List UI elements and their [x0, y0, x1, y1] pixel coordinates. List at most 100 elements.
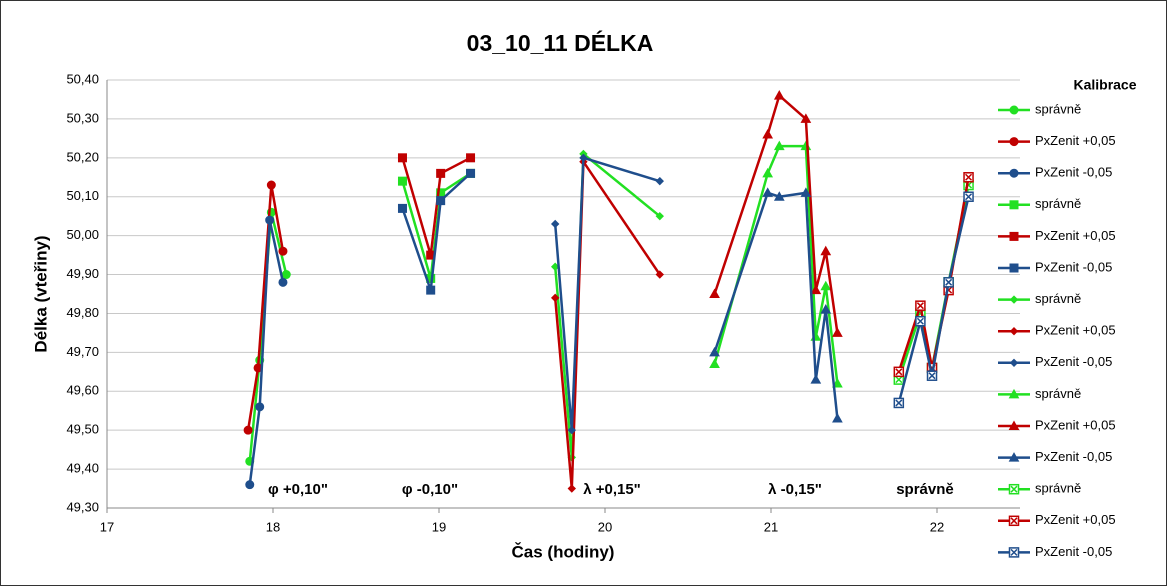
- marker-cross: [1010, 548, 1018, 556]
- legend-label: PxZenit -0,05: [1035, 544, 1112, 559]
- marker-cross: [965, 193, 973, 201]
- legend-label: PxZenit -0,05: [1035, 259, 1112, 274]
- marker-cross: [928, 372, 936, 380]
- y-tick-label: 49,50: [66, 422, 99, 437]
- x-tick-label: 22: [930, 519, 944, 534]
- marker: [397, 203, 407, 213]
- legend-label: PxZenit +0,05: [1035, 323, 1116, 338]
- marker: [773, 191, 785, 201]
- marker: [281, 270, 291, 280]
- legend-label: PxZenit +0,05: [1035, 512, 1116, 527]
- marker: [773, 140, 785, 151]
- marker: [773, 90, 785, 100]
- legend-title: Kalibrace: [1073, 77, 1136, 93]
- marker: [762, 128, 774, 139]
- legend-label: správně: [1035, 196, 1081, 211]
- y-tick-label: 50,00: [66, 227, 99, 242]
- marker: [963, 172, 974, 183]
- marker-cross: [916, 317, 924, 325]
- marker: [1009, 200, 1019, 210]
- y-tick-label: 50,20: [66, 149, 99, 164]
- y-tick-label: 49,60: [66, 383, 99, 398]
- marker: [832, 327, 843, 337]
- marker: [436, 168, 446, 178]
- marker: [820, 245, 832, 256]
- marker: [397, 153, 407, 163]
- marker: [1008, 420, 1020, 430]
- marker: [800, 113, 812, 123]
- marker: [1009, 105, 1019, 115]
- marker: [1009, 231, 1019, 241]
- series-line: [401, 156, 472, 256]
- marker: [926, 370, 938, 381]
- marker: [810, 284, 822, 295]
- marker: [567, 484, 577, 493]
- marker: [832, 377, 843, 388]
- marker: [655, 176, 664, 186]
- marker: [762, 167, 774, 178]
- legend-label: PxZenit -0,05: [1035, 449, 1112, 464]
- marker: [820, 280, 832, 291]
- series-line: [553, 157, 661, 489]
- marker: [579, 153, 588, 163]
- series-line: [246, 184, 285, 431]
- x-tick-label: 17: [100, 519, 114, 534]
- marker: [567, 425, 577, 435]
- x-tick-label: 19: [432, 519, 446, 534]
- marker-cross: [895, 376, 903, 384]
- marker: [832, 412, 843, 423]
- marker: [1009, 263, 1019, 273]
- marker-cross: [895, 368, 903, 376]
- legend-label: PxZenit -0,05: [1035, 165, 1112, 180]
- annotation: φ -0,10": [402, 481, 458, 498]
- marker: [1009, 168, 1019, 178]
- y-tick-label: 49,90: [66, 266, 99, 281]
- series-line: [553, 156, 661, 431]
- y-tick-label: 49,70: [66, 344, 99, 359]
- marker: [709, 358, 720, 369]
- marker-cross: [916, 302, 924, 310]
- marker: [1008, 388, 1020, 399]
- marker: [466, 153, 476, 163]
- marker: [655, 270, 664, 279]
- annotation: správně: [896, 481, 954, 498]
- marker: [550, 293, 560, 303]
- legend-label: PxZenit -0,05: [1035, 354, 1112, 369]
- marker: [426, 285, 436, 295]
- marker: [1008, 483, 1020, 495]
- marker: [550, 219, 560, 229]
- legend-label: správně: [1035, 101, 1081, 116]
- marker: [893, 397, 905, 409]
- marker: [1009, 358, 1019, 368]
- marker: [709, 346, 720, 357]
- marker: [1008, 547, 1020, 558]
- legend-label: správně: [1035, 291, 1081, 306]
- chart-title: 03_10_11 DÉLKA: [467, 29, 654, 56]
- series-line: [401, 172, 472, 291]
- legend-label: správně: [1035, 386, 1081, 401]
- marker: [655, 211, 664, 221]
- marker: [265, 215, 275, 225]
- marker: [820, 304, 832, 314]
- marker-cross: [1010, 485, 1018, 493]
- marker: [1009, 137, 1019, 147]
- y-axis-label: Délka (vteřiny): [31, 235, 50, 352]
- x-tick-label: 21: [764, 519, 778, 534]
- legend-label: PxZenit +0,05: [1035, 417, 1116, 432]
- y-tick-label: 49,40: [66, 461, 99, 476]
- x-tick-label: 18: [266, 519, 280, 534]
- y-tick-label: 49,80: [66, 305, 99, 320]
- marker: [1009, 326, 1019, 336]
- marker: [1008, 515, 1020, 527]
- marker: [243, 425, 253, 435]
- legend-label: PxZenit +0,05: [1035, 228, 1116, 243]
- marker: [709, 288, 720, 298]
- x-tick-label: 20: [598, 519, 612, 534]
- annotation: φ +0,10": [268, 481, 328, 498]
- marker: [266, 180, 276, 190]
- series-line: [248, 219, 285, 485]
- marker-cross: [895, 399, 903, 407]
- x-axis-label: Čas (hodiny): [512, 542, 615, 561]
- annotation: λ +0,15": [583, 481, 641, 498]
- marker: [245, 480, 255, 490]
